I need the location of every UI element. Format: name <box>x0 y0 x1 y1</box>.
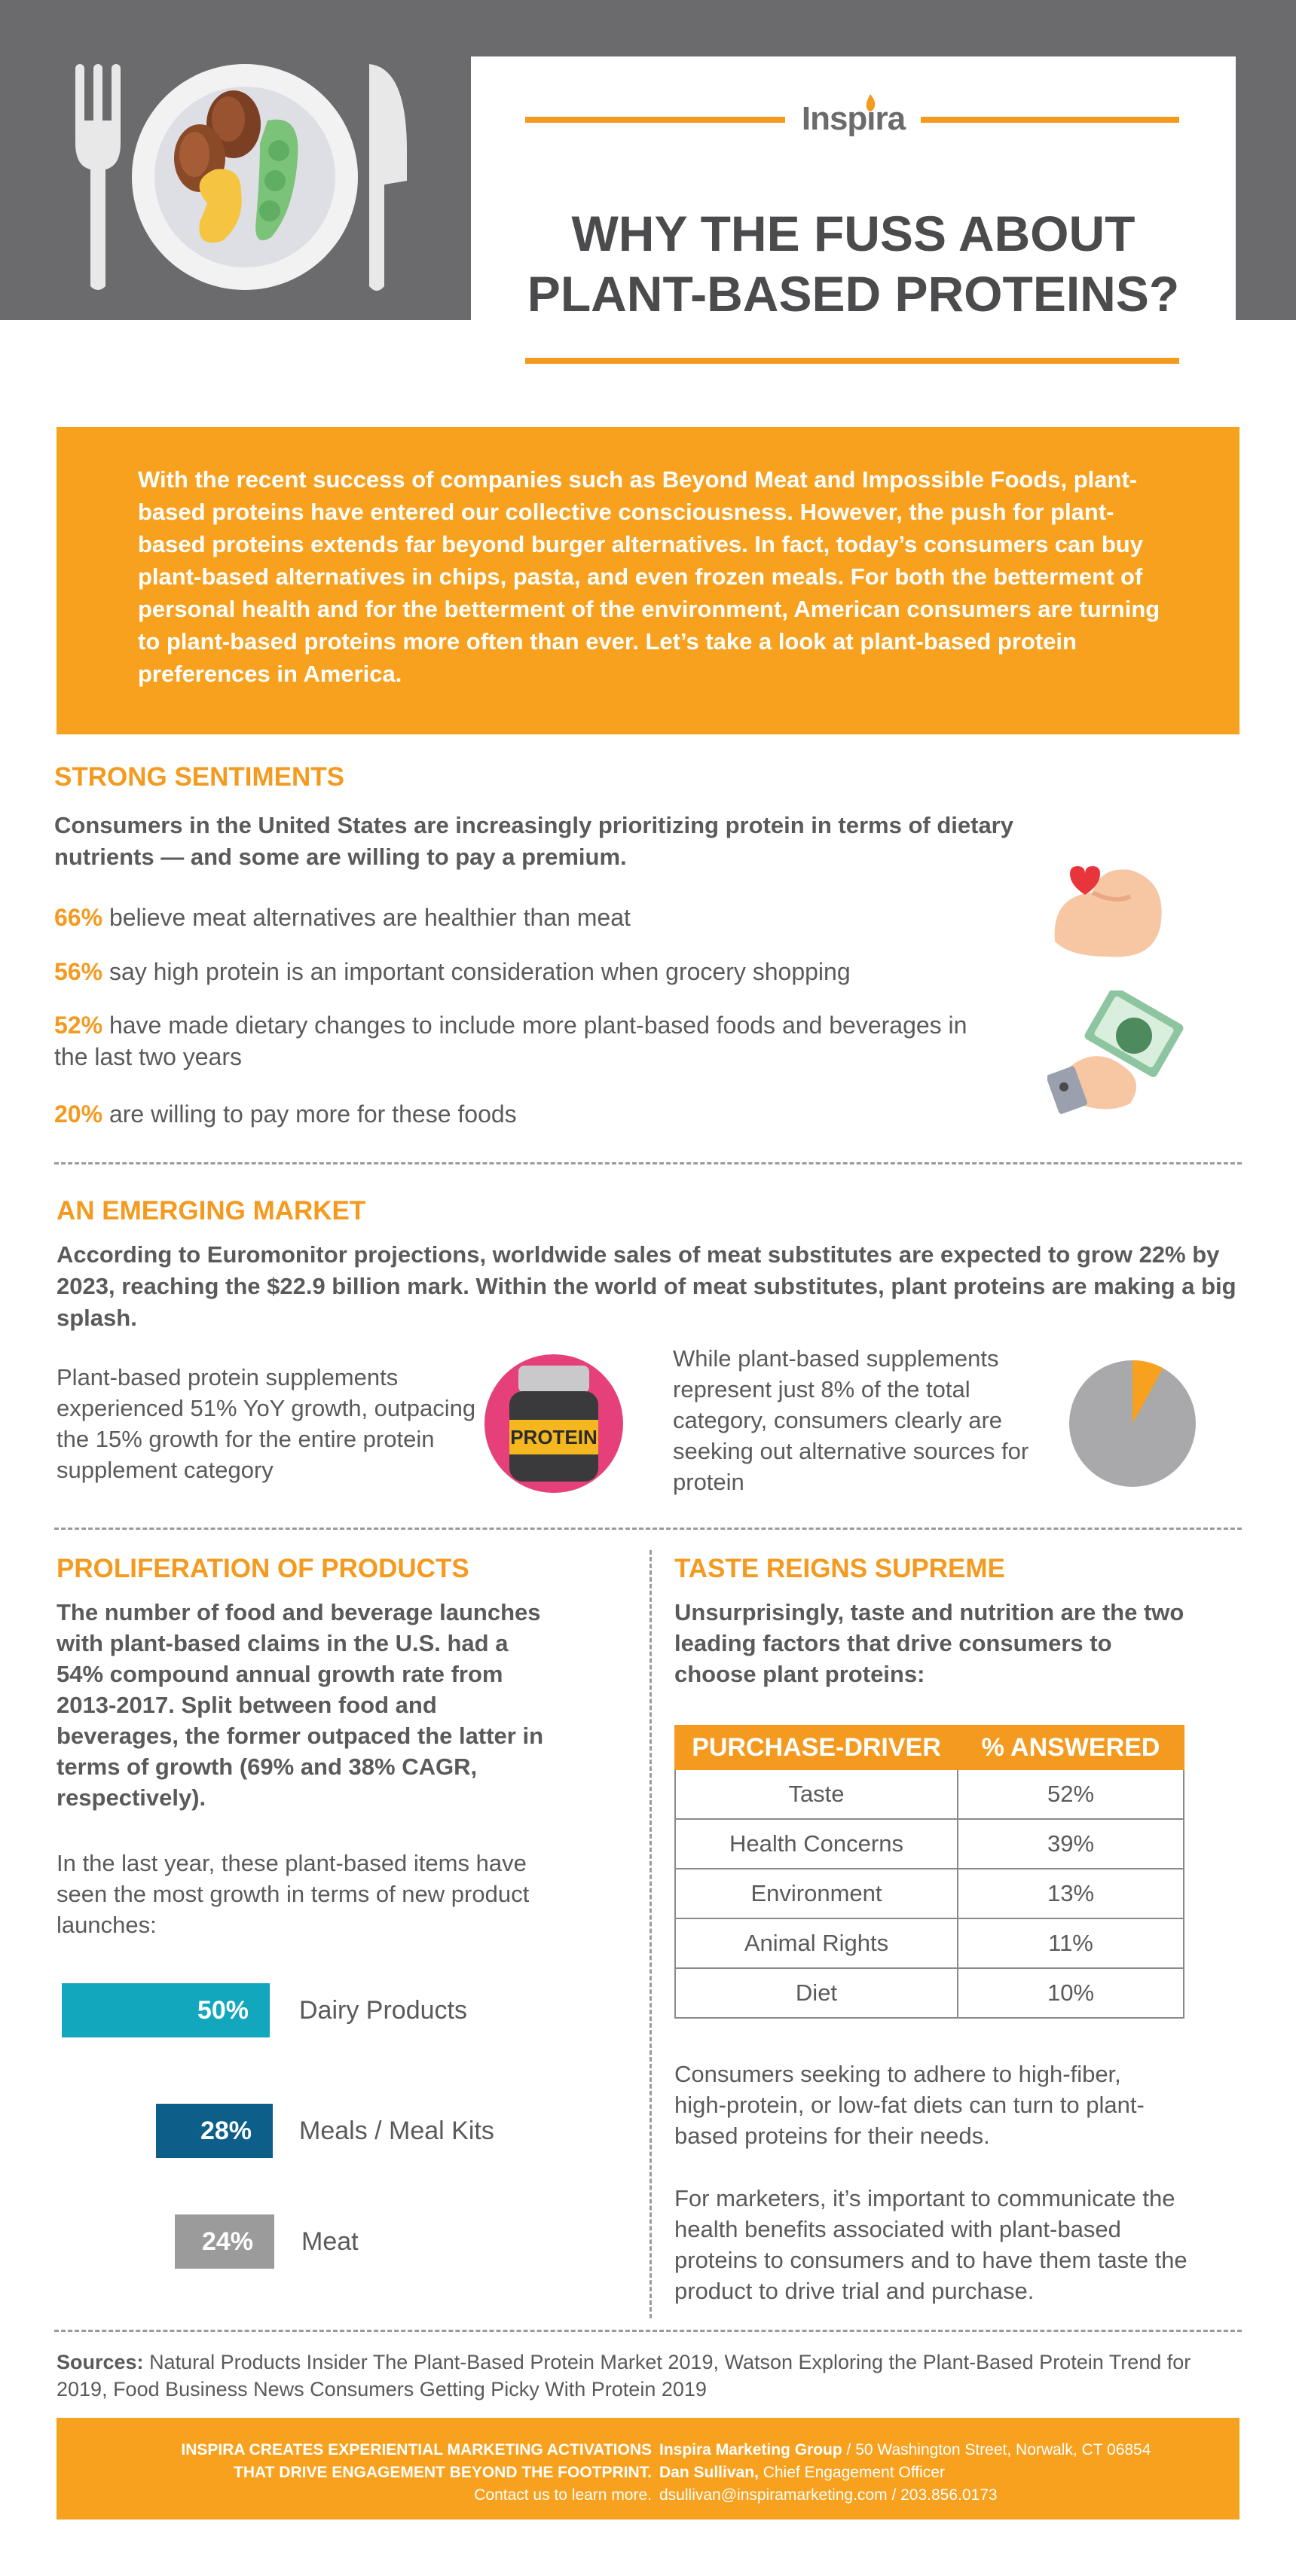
bar-label: Meals / Meal Kits <box>299 2117 494 2145</box>
table-header: % ANSWERED <box>957 1725 1184 1770</box>
brand-name: Inspira <box>801 100 906 137</box>
bar-meals-meal-kits: 28% <box>156 2104 273 2158</box>
table-header: PURCHASE-DRIVER <box>674 1725 958 1770</box>
footer-person: Dan Sullivan, <box>659 2464 759 2481</box>
table-cell: Health Concerns <box>674 1818 958 1869</box>
section-heading-market: AN EMERGING MARKET <box>57 1196 366 1225</box>
title-card: Inspira WHY THE FUSS ABOUT PLANT-BASED P… <box>471 56 1236 380</box>
market-left-text: Plant-based protein supplements experien… <box>57 1364 476 1483</box>
footer-contact: Inspira Marketing Group / 50 Washington … <box>659 2439 1232 2507</box>
table-cell: 52% <box>957 1769 1184 1820</box>
table-row: Diet 10% <box>674 1967 1184 2019</box>
title-rule-right <box>921 117 1179 123</box>
share-pie-chart <box>1069 1360 1196 1487</box>
stat-text: are willing to pay more for these foods <box>109 1100 517 1128</box>
page-title: WHY THE FUSS ABOUT PLANT-BASED PROTEINS? <box>527 206 1180 322</box>
footer-tagline: INSPIRA CREATES EXPERIENTIAL MARKETING A… <box>72 2439 652 2507</box>
brand-logo: Inspira <box>471 94 1236 138</box>
footer-cta: Contact us to learn more. <box>474 2486 652 2504</box>
stat-item: 20% are willing to pay more for these fo… <box>54 1098 1004 1130</box>
market-right-text: While plant-based supplements represent … <box>673 1345 1029 1495</box>
footer-tagline-line: INSPIRA CREATES EXPERIENTIAL MARKETING A… <box>181 2441 652 2458</box>
table-cell: Taste <box>674 1769 958 1820</box>
taste-paragraph: For marketers, it’s important to communi… <box>674 2185 1187 2304</box>
table-cell: Environment <box>674 1868 958 1919</box>
pie-highlight-slice <box>1132 1360 1163 1424</box>
purchase-driver-table: PURCHASE-DRIVER % ANSWERED Taste 52% Hea… <box>674 1725 1184 2019</box>
sources-text: Natural Products Insider The Plant-Based… <box>57 2351 1191 2401</box>
intro-box: With the recent success of companies suc… <box>57 427 1239 734</box>
table-row: Animal Rights 11% <box>674 1918 1184 1969</box>
protein-jar-icon: PROTEIN <box>484 1354 623 1493</box>
section-divider <box>54 1162 1242 1164</box>
section-heading-taste: TASTE REIGNS SUPREME <box>674 1554 1005 1583</box>
plate-illustration <box>75 64 407 291</box>
footer-email-phone[interactable]: dsullivan@inspiramarketing.com / 203.856… <box>659 2486 998 2504</box>
column-divider <box>650 1550 652 2318</box>
knife-icon <box>369 64 407 291</box>
proliferation-lead: The number of food and beverage launches… <box>57 1599 544 1811</box>
table-row: Taste 52% <box>674 1769 1184 1820</box>
footer-tagline-line: THAT DRIVE ENGAGEMENT BEYOND THE FOOTPRI… <box>234 2464 652 2481</box>
footer-company: Inspira Marketing Group <box>659 2441 842 2458</box>
table-cell: 39% <box>957 1818 1184 1869</box>
stat-percent: 52% <box>54 1012 103 1039</box>
title-rule-left <box>525 117 785 123</box>
stat-item: 66% believe meat alternatives are health… <box>54 902 1004 933</box>
stat-item: 56% say high protein is an important con… <box>54 956 1004 987</box>
sources-label: Sources: <box>57 2351 144 2373</box>
stat-text: believe meat alternatives are healthier … <box>109 904 631 931</box>
table-cell: Diet <box>674 1967 958 2019</box>
bar-label: Dairy Products <box>299 1996 467 2025</box>
table-cell: 11% <box>957 1918 1184 1969</box>
table-row: Health Concerns 39% <box>674 1818 1184 1869</box>
flame-icon <box>866 94 876 111</box>
title-rule-bottom <box>525 358 1179 364</box>
bar-meat: 24% <box>175 2214 274 2269</box>
footer-address: / 50 Washington Street, Norwalk, CT 0685… <box>842 2441 1151 2458</box>
stat-text: have made dietary changes to include mor… <box>54 1012 967 1070</box>
table-cell: 13% <box>957 1868 1184 1919</box>
sources: Sources: Natural Products Insider The Pl… <box>57 2349 1243 2403</box>
section-heading-sentiments: STRONG SENTIMENTS <box>54 762 345 792</box>
jar-label: PROTEIN <box>510 1426 598 1448</box>
footer-banner: INSPIRA CREATES EXPERIENTIAL MARKETING A… <box>57 2418 1239 2520</box>
money-hand-icon <box>1047 990 1184 1114</box>
market-lead: According to Euromonitor projections, wo… <box>57 1241 1236 1331</box>
intro-text: With the recent success of companies suc… <box>138 466 1160 687</box>
section-divider <box>54 2330 1242 2332</box>
taste-paragraph: Consumers seeking to adhere to high-fibe… <box>674 2061 1145 2149</box>
stat-text: say high protein is an important conside… <box>109 958 851 985</box>
taste-lead: Unsurprisingly, taste and nutrition are … <box>674 1599 1184 1687</box>
proliferation-body: In the last year, these plant-based item… <box>57 1850 530 1938</box>
sentiments-lead: Consumers in the United States are incre… <box>54 812 1013 870</box>
section-heading-proliferation: PROLIFERATION OF PRODUCTS <box>57 1554 469 1583</box>
table-cell: 10% <box>957 1967 1184 2019</box>
fork-icon <box>75 64 121 290</box>
stat-item: 52% have made dietary changes to include… <box>54 1009 1004 1073</box>
bar-dairy-products: 50% <box>62 1983 270 2037</box>
bar-label: Meat <box>301 2227 359 2256</box>
stat-percent: 56% <box>54 958 103 985</box>
table-header-row: PURCHASE-DRIVER % ANSWERED <box>674 1725 1184 1770</box>
flexed-arm-icon <box>1054 866 1162 957</box>
table-row: Environment 13% <box>674 1868 1184 1919</box>
stat-percent: 20% <box>54 1100 103 1128</box>
stat-percent: 66% <box>54 904 103 931</box>
table-cell: Animal Rights <box>674 1918 958 1969</box>
section-divider <box>54 1528 1242 1530</box>
footer-role: Chief Engagement Officer <box>758 2464 945 2481</box>
